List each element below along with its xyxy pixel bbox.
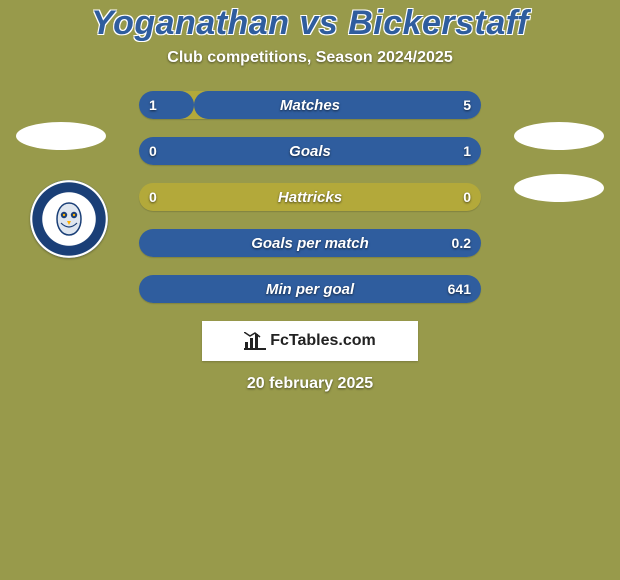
infographic-root: Yoganathan vs Bickerstaff Club competiti… xyxy=(0,0,620,393)
bar-chart-icon xyxy=(244,332,266,350)
value-right: 5 xyxy=(463,91,471,119)
stat-label: Goals xyxy=(289,143,331,160)
date-text: 20 february 2025 xyxy=(0,375,620,393)
stat-label: Goals per match xyxy=(251,235,369,252)
stat-rows: 1 Matches 5 0 Goals 1 0 Hattricks 0 Goals per mat… xyxy=(139,91,481,303)
fill-left xyxy=(139,91,194,119)
value-right: 641 xyxy=(448,275,471,303)
oval-left-1 xyxy=(16,122,106,150)
value-right: 0.2 xyxy=(452,229,471,257)
stat-row: 0 Goals 1 xyxy=(139,137,481,165)
brand-label: FcTables.com xyxy=(270,332,376,350)
page-subtitle: Club competitions, Season 2024/2025 xyxy=(0,49,620,67)
stat-label: Min per goal xyxy=(266,281,354,298)
value-left: 0 xyxy=(149,137,157,165)
stat-label: Hattricks xyxy=(278,189,342,206)
stat-row: 1 Matches 5 xyxy=(139,91,481,119)
oval-right-1 xyxy=(514,122,604,150)
owl-crest-icon xyxy=(47,197,91,241)
oval-right-2 xyxy=(514,174,604,202)
value-left: 1 xyxy=(149,91,157,119)
stat-row: Min per goal 641 xyxy=(139,275,481,303)
value-right: 0 xyxy=(463,183,471,211)
brand-text: FcTables.com xyxy=(244,332,376,350)
stat-label: Matches xyxy=(280,97,340,114)
value-left: 0 xyxy=(149,183,157,211)
brand-box: FcTables.com xyxy=(202,321,418,361)
page-title: Yoganathan vs Bickerstaff xyxy=(0,4,620,43)
club-badge xyxy=(30,180,108,258)
stat-row: Goals per match 0.2 xyxy=(139,229,481,257)
stat-row: 0 Hattricks 0 xyxy=(139,183,481,211)
value-right: 1 xyxy=(463,137,471,165)
